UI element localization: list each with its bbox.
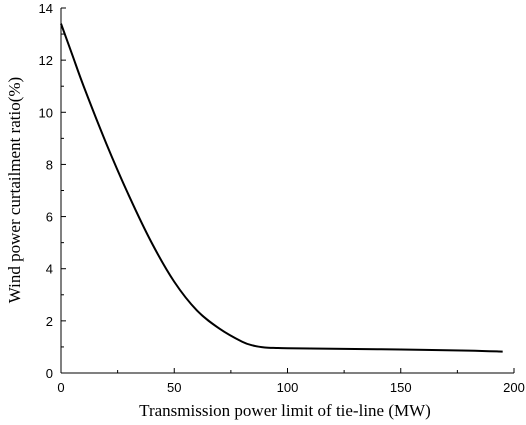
y-tick-label: 0 xyxy=(46,366,53,381)
y-tick-label: 6 xyxy=(46,210,53,225)
y-tick-label: 14 xyxy=(39,1,53,16)
y-tick-label: 10 xyxy=(39,105,53,120)
y-axis-label: Wind power curtailment ratio(%) xyxy=(5,77,24,303)
axes xyxy=(60,8,514,374)
y-tick-label: 12 xyxy=(39,53,53,68)
x-tick-label: 100 xyxy=(277,380,299,395)
x-tick-label: 200 xyxy=(503,380,525,395)
series-line xyxy=(60,23,503,353)
ticks xyxy=(60,7,515,374)
y-tick-label: 4 xyxy=(46,262,53,277)
y-tick-label: 2 xyxy=(46,314,53,329)
x-tick-label: 150 xyxy=(390,380,412,395)
tick-labels: 0 50 100 150 200 0 2 4 6 8 10 12 14 xyxy=(39,1,525,395)
series xyxy=(60,23,503,353)
x-tick-label: 50 xyxy=(167,380,181,395)
x-tick-label: 0 xyxy=(57,380,64,395)
x-axis-label: Transmission power limit of tie-line (MW… xyxy=(139,401,431,420)
y-tick-label: 8 xyxy=(46,157,53,172)
